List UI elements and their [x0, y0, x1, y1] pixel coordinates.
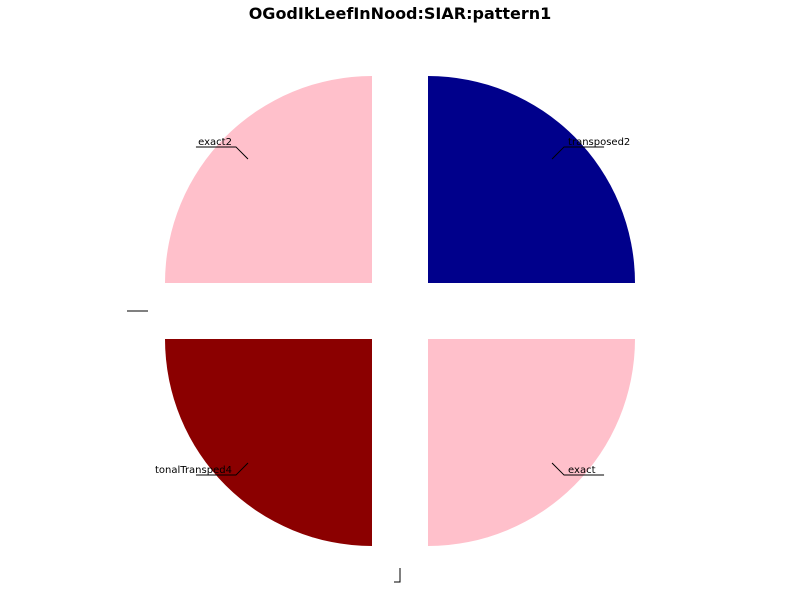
slice-label-tonalTransped4: tonalTransped4: [155, 465, 232, 476]
slice-label-exact2: exact2: [198, 137, 232, 148]
pie-slice-tonalTransped4: [165, 339, 372, 546]
slice-label-exact: exact: [568, 465, 596, 476]
leader-line-tonalTransped4: [195, 462, 249, 476]
leader-line-exact: [551, 462, 605, 476]
pie-slice-exact: [428, 339, 635, 546]
slice-label-transposed2: transposed2: [568, 137, 630, 148]
pie-labels: transposed2 exact tonalTransped4 exact2: [127, 137, 630, 583]
leader-line-empty-2: [394, 568, 401, 583]
leader-line-empty-6: [394, 568, 401, 583]
leader-line-exact2: [195, 146, 249, 160]
chart-title: OGodIkLeefInNood:SIAR:pattern1: [249, 4, 552, 23]
leader-line-transposed2: [551, 146, 605, 160]
pie-slices: [165, 76, 635, 546]
pie-slice-transposed2: [428, 76, 635, 283]
pie-slice-exact2: [165, 76, 372, 283]
